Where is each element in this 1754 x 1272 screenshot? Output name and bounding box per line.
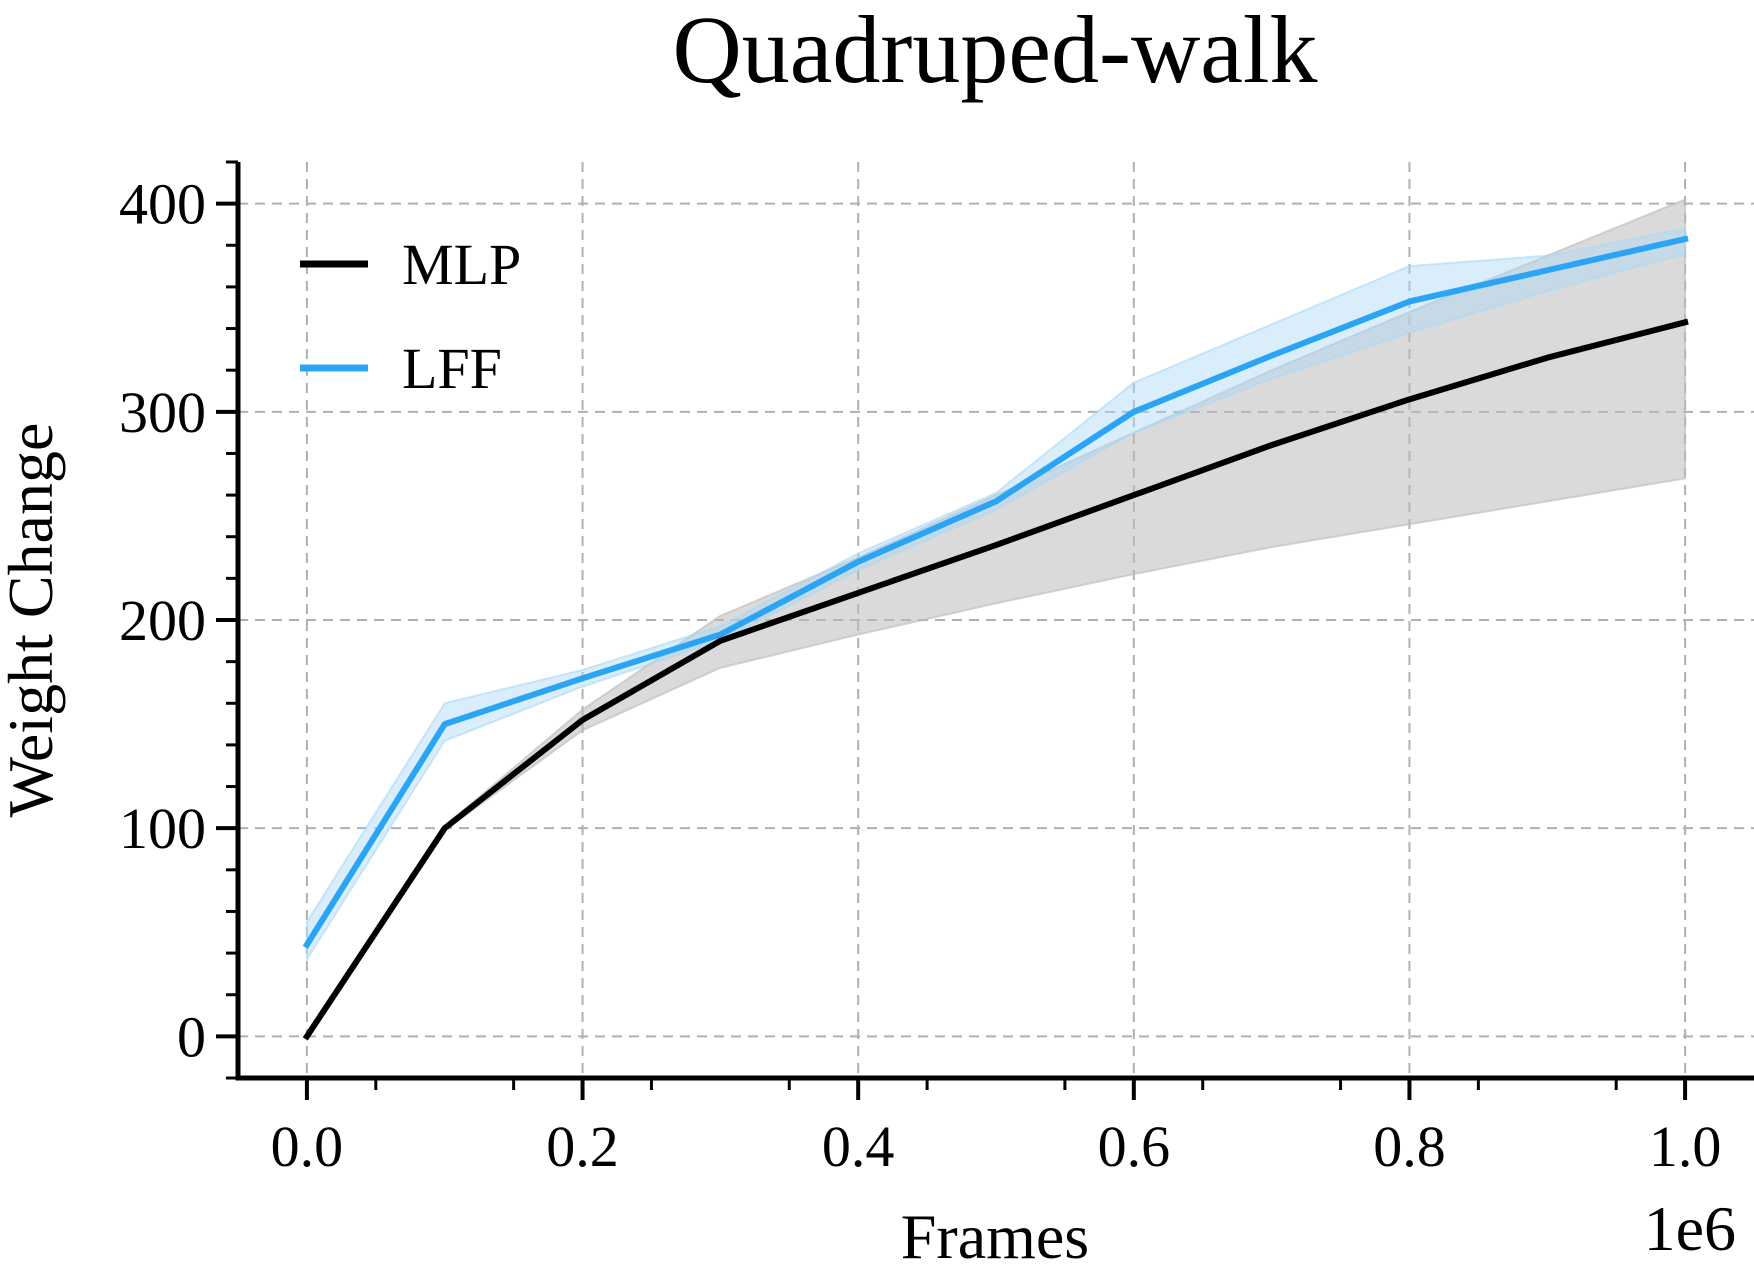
y-tick-label: 400	[119, 172, 206, 237]
y-tick-label: 200	[119, 588, 206, 653]
x-tick-label: 1.0	[1649, 1114, 1722, 1179]
x-tick-label: 0.6	[1098, 1114, 1171, 1179]
legend-label-lff: LFF	[402, 336, 502, 401]
tick-labels: 0.0 0.2 0.4 0.6 0.8 1.0 0 100 200 300 400	[119, 172, 1721, 1179]
confidence-bands	[305, 197, 1687, 1037]
series-line-mlp	[302, 318, 1689, 1041]
band-mlp	[306, 197, 1687, 1037]
band-lff	[305, 227, 1687, 963]
series-lines	[302, 235, 1689, 1041]
x-axis-offset-label: 1e6	[1644, 1193, 1736, 1264]
x-tick-label: 0.0	[271, 1114, 344, 1179]
y-tick-label: 0	[177, 1004, 206, 1069]
y-tick-label: 300	[119, 380, 206, 445]
series-line-lff	[302, 235, 1689, 949]
y-axis-label: Weight Change	[0, 423, 66, 818]
x-tick-label: 0.8	[1373, 1114, 1446, 1179]
x-tick-label: 0.4	[822, 1114, 895, 1179]
x-axis-label: Frames	[901, 1201, 1089, 1272]
y-tick-label: 100	[119, 796, 206, 861]
axes	[216, 160, 1754, 1100]
legend: MLP LFF	[300, 232, 521, 401]
chart-title: Quadruped-walk	[672, 0, 1317, 103]
x-tick-label: 0.2	[546, 1114, 619, 1179]
legend-label-mlp: MLP	[402, 232, 521, 297]
